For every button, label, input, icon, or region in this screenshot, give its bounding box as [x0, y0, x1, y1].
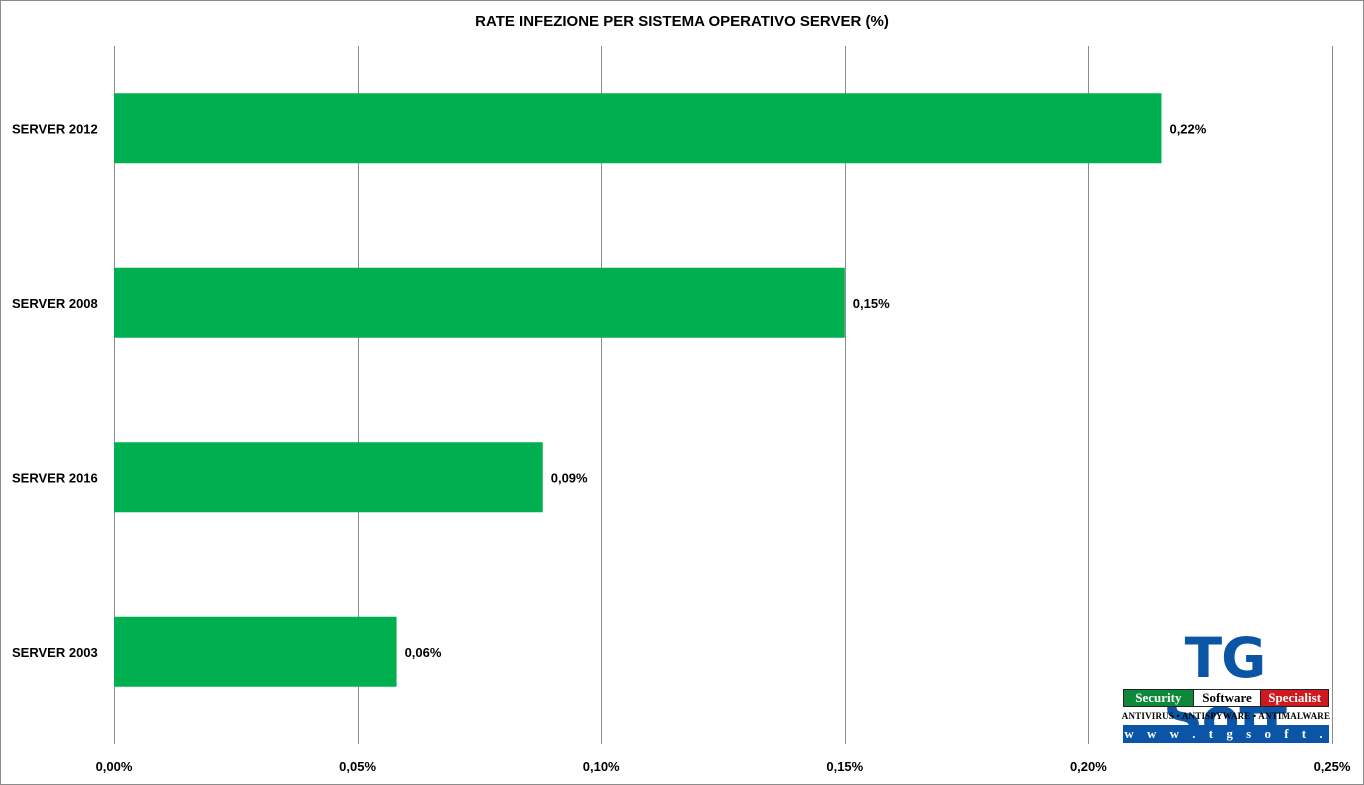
logo-tagline-security: Security: [1124, 690, 1193, 706]
data-label: 0,09%: [551, 470, 588, 485]
category-labels: SERVER 2012 SERVER 2008 SERVER 2016 SERVER …: [12, 121, 98, 660]
x-tick-label: 0,25%: [1314, 759, 1351, 774]
logo-tagline: Security Software Specialist: [1123, 689, 1329, 707]
category-label: SERVER 2016: [12, 470, 98, 485]
category-label: SERVER 2012: [12, 121, 98, 136]
tgsoft-logo: TG Soft Security Software Specialist ANT…: [1121, 628, 1331, 759]
logo-tagline-software: Software: [1192, 690, 1262, 706]
logo-tagline-specialist: Specialist: [1261, 690, 1328, 706]
logo-url: w w w . t g s o f t . i t: [1123, 725, 1329, 759]
data-label: 0,15%: [853, 296, 890, 311]
x-tick-label: 0,00%: [96, 759, 133, 774]
bars: [114, 93, 1162, 687]
x-tick-label: 0,10%: [583, 759, 620, 774]
bar: [114, 267, 845, 338]
x-tick-label: 0,20%: [1070, 759, 1107, 774]
data-label: 0,22%: [1169, 121, 1206, 136]
chart-title: RATE INFEZIONE PER SISTEMA OPERATIVO SER…: [475, 13, 889, 30]
bar: [114, 442, 543, 513]
bar: [114, 616, 397, 687]
x-tick-label: 0,15%: [826, 759, 863, 774]
x-tick-labels: 0,00% 0,05% 0,10% 0,15% 0,20% 0,25%: [96, 759, 1351, 774]
category-label: SERVER 2003: [12, 645, 98, 660]
data-labels: 0,22% 0,15% 0,09% 0,06%: [405, 121, 1207, 660]
category-label: SERVER 2008: [12, 296, 98, 311]
bar: [114, 93, 1162, 164]
logo-subtitle: ANTIVIRUS • ANTISPYWARE • ANTIMALWARE: [1121, 711, 1331, 721]
x-tick-label: 0,05%: [339, 759, 376, 774]
data-label: 0,06%: [405, 645, 442, 660]
